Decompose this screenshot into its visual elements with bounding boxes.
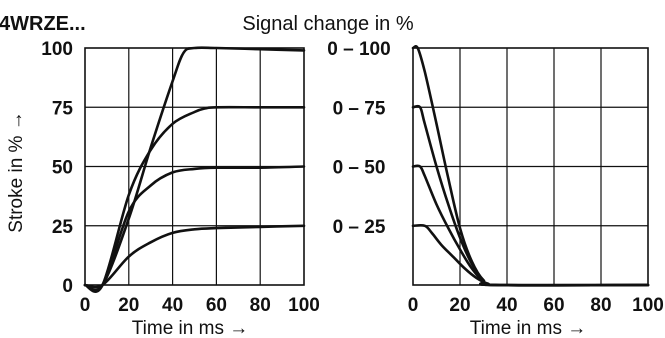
x-tick-label: 100	[632, 295, 664, 316]
y-tick-label: 25	[52, 217, 74, 238]
series-label: 0 – 25	[333, 217, 386, 238]
chart-panel-decay: 0 20 40 60 80 100	[408, 44, 664, 316]
y-tick-label: 50	[52, 158, 73, 179]
x-tick-label: 40	[496, 295, 517, 316]
series-line-left	[83, 224, 306, 289]
x-tick-label: 80	[590, 295, 611, 316]
series-line-left	[83, 105, 306, 293]
y-axis-label: Stroke in % →	[6, 111, 27, 232]
x-tick-label: 20	[449, 295, 470, 316]
x-tick-label: 60	[206, 295, 227, 316]
x-tick-label: 80	[250, 295, 271, 316]
y-tick-label: 75	[52, 98, 74, 119]
x-axis-label-left: Time in ms →	[132, 318, 248, 338]
series-label: 0 – 75	[333, 98, 386, 119]
y-tick-label: 100	[41, 39, 73, 60]
chart-title: Signal change in %	[242, 13, 413, 35]
y-tick-label: 0	[62, 276, 73, 297]
series-label: 0 – 100	[327, 39, 390, 60]
series-line-right	[411, 223, 650, 287]
x-tick-label: 60	[543, 295, 564, 316]
series-line-left	[83, 46, 306, 292]
x-tick-label: 0	[408, 295, 419, 316]
series-label: 0 – 50	[333, 158, 386, 179]
x-axis-label-right: Time in ms →	[470, 318, 586, 338]
series-line-left	[83, 165, 306, 292]
series-label-group: 0 – 100 0 – 75 0 – 50 0 – 25	[327, 39, 390, 238]
x-tick-label: 0	[80, 295, 91, 316]
model-label: 4WRZE...	[0, 13, 86, 35]
x-tick-label: 40	[162, 295, 183, 316]
chart-panel-buildup: 0 20 40 60 80 100 0 25 50 75 100	[41, 39, 320, 316]
series-line-right	[411, 44, 650, 287]
x-tick-label: 20	[118, 295, 139, 316]
series-line-right	[411, 104, 650, 287]
x-tick-label: 100	[288, 295, 320, 316]
